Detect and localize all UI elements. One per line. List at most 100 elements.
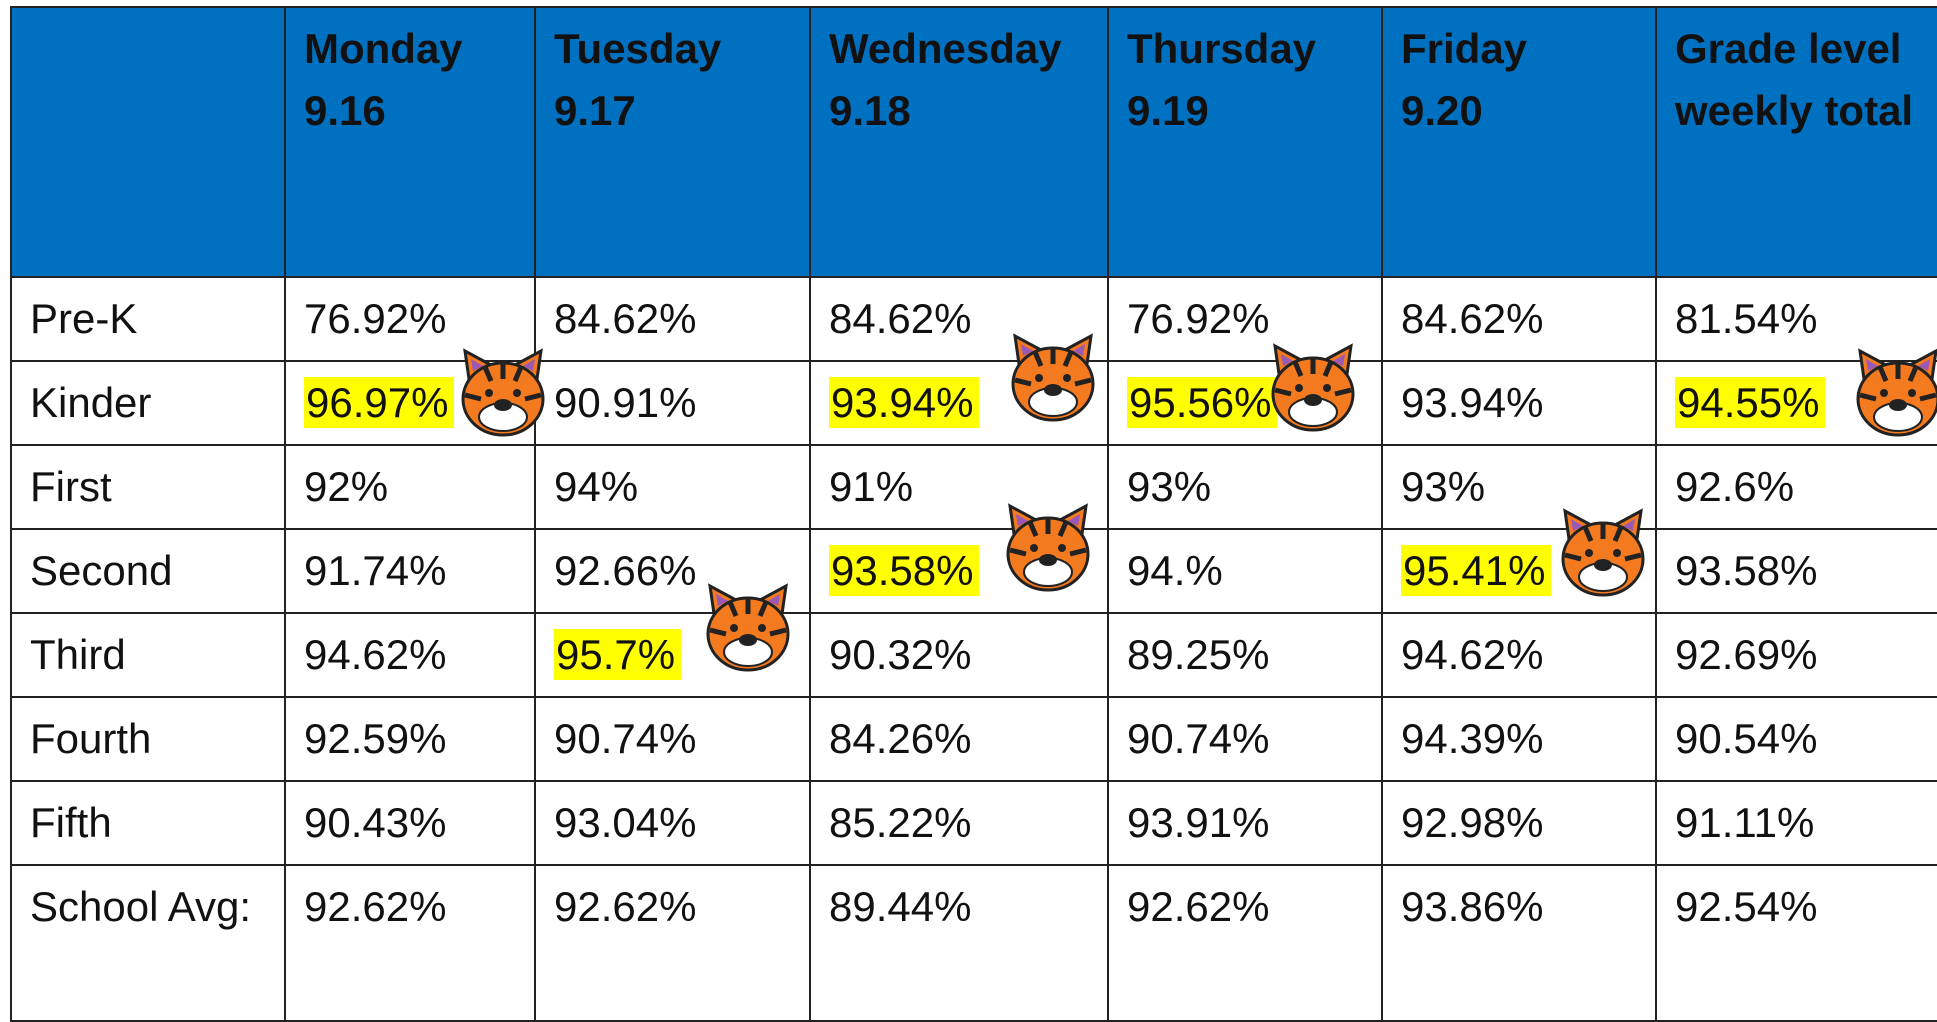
column-day: Wednesday — [829, 18, 1089, 80]
column-day: Thursday — [1127, 18, 1363, 80]
column-day: Tuesday — [554, 18, 791, 80]
cell-value: 94.62% — [1401, 631, 1543, 678]
cell-value: 85.22% — [829, 799, 971, 846]
cell: 90.32% — [810, 613, 1108, 697]
cell: 93.04% — [535, 781, 810, 865]
cell: 84.26% — [810, 697, 1108, 781]
cell: 94.62% — [285, 613, 535, 697]
cell-value: 94.% — [1127, 547, 1223, 594]
cell-value: 93% — [1401, 463, 1485, 510]
column-date: 9.17 — [554, 80, 791, 142]
cell: 84.62% — [810, 277, 1108, 361]
cell: 92.62% — [1108, 865, 1382, 1021]
cell-value: 90.43% — [304, 799, 446, 846]
column-day: Grade level weekly total — [1675, 18, 1937, 142]
row-label: Second — [11, 529, 285, 613]
cell: 95.41% — [1382, 529, 1656, 613]
cell-value: 90.74% — [1127, 715, 1269, 762]
cell-value: 92.66% — [554, 547, 696, 594]
cell: 96.97% — [285, 361, 535, 445]
cell: 91.74% — [285, 529, 535, 613]
row-label: School Avg: — [11, 865, 285, 1021]
table-row: First 92% 94% 91% 93% 93% 92.6% — [11, 445, 1937, 529]
cell: 95.7% — [535, 613, 810, 697]
cell-value: 90.54% — [1675, 715, 1817, 762]
row-label: First — [11, 445, 285, 529]
cell-value: 76.92% — [304, 295, 446, 342]
cell: 90.74% — [1108, 697, 1382, 781]
cell-value: 94% — [554, 463, 638, 510]
corner-cell — [11, 7, 285, 277]
cell-value: 91.11% — [1675, 799, 1814, 846]
cell: 90.43% — [285, 781, 535, 865]
cell: 93.86% — [1382, 865, 1656, 1021]
cell: 92.62% — [285, 865, 535, 1021]
column-header: Grade level weekly total — [1656, 7, 1937, 277]
table-row: School Avg: 92.62% 92.62% 89.44% 92.62% 93.86… — [11, 865, 1937, 1021]
cell-value: 90.32% — [829, 631, 971, 678]
cell: 93% — [1108, 445, 1382, 529]
cell-value: 92.62% — [304, 883, 446, 930]
cell-value: 92.54% — [1675, 883, 1817, 930]
cell-value: 92.62% — [554, 883, 696, 930]
column-date: 9.18 — [829, 80, 1089, 142]
cell: 84.62% — [1382, 277, 1656, 361]
row-label: Fourth — [11, 697, 285, 781]
cell: 92.98% — [1382, 781, 1656, 865]
cell-value: 92.98% — [1401, 799, 1543, 846]
cell: 94.% — [1108, 529, 1382, 613]
cell: 91.11% — [1656, 781, 1937, 865]
cell-value: 93% — [1127, 463, 1211, 510]
cell: 90.54% — [1656, 697, 1937, 781]
cell-value: 92% — [304, 463, 388, 510]
row-label: Pre-K — [11, 277, 285, 361]
cell: 92% — [285, 445, 535, 529]
cell: 94.55% — [1656, 361, 1937, 445]
cell-value: 93.94% — [829, 377, 979, 428]
cell: 76.92% — [285, 277, 535, 361]
cell-value: 84.62% — [554, 295, 696, 342]
cell-value: 95.41% — [1401, 545, 1551, 596]
cell-value: 92.6% — [1675, 463, 1794, 510]
cell-value: 91% — [829, 463, 913, 510]
column-day: Monday — [304, 18, 516, 80]
cell-value: 93.91% — [1127, 799, 1269, 846]
cell-value: 93.04% — [554, 799, 696, 846]
cell: 94.62% — [1382, 613, 1656, 697]
row-label: Kinder — [11, 361, 285, 445]
cell-value: 91.74% — [304, 547, 446, 594]
cell: 94% — [535, 445, 810, 529]
cell: 92.6% — [1656, 445, 1937, 529]
cell-value: 76.92% — [1127, 295, 1269, 342]
cell: 85.22% — [810, 781, 1108, 865]
table-row: Pre-K 76.92% 84.62% 84.62% 76.92% 84.62% 81.54… — [11, 277, 1937, 361]
cell-value: 90.74% — [554, 715, 696, 762]
cell: 76.92% — [1108, 277, 1382, 361]
cell-value: 84.62% — [1401, 295, 1543, 342]
cell: 95.56% — [1108, 361, 1382, 445]
cell-value: 93.86% — [1401, 883, 1543, 930]
cell: 93.91% — [1108, 781, 1382, 865]
cell: 89.44% — [810, 865, 1108, 1021]
cell-value: 92.62% — [1127, 883, 1269, 930]
cell-value: 84.62% — [829, 295, 971, 342]
cell-value: 94.55% — [1675, 377, 1825, 428]
column-date: 9.19 — [1127, 80, 1363, 142]
cell: 84.62% — [535, 277, 810, 361]
cell: 81.54% — [1656, 277, 1937, 361]
cell-value: 92.59% — [304, 715, 446, 762]
cell: 93.94% — [810, 361, 1108, 445]
cell: 92.69% — [1656, 613, 1937, 697]
